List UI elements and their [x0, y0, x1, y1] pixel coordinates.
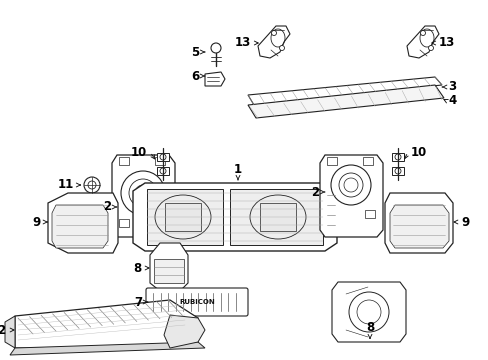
Bar	[164, 203, 201, 231]
Polygon shape	[5, 316, 15, 348]
Circle shape	[160, 154, 165, 160]
Polygon shape	[15, 300, 198, 348]
Bar	[155, 157, 164, 165]
Text: 5: 5	[190, 45, 199, 58]
Bar	[260, 203, 295, 231]
Circle shape	[348, 292, 388, 332]
Polygon shape	[331, 282, 405, 342]
Polygon shape	[319, 155, 382, 237]
Circle shape	[338, 173, 362, 197]
Text: 8: 8	[134, 261, 142, 274]
Bar	[157, 167, 169, 175]
Polygon shape	[52, 205, 108, 248]
Text: 1: 1	[233, 163, 242, 176]
Polygon shape	[163, 315, 204, 348]
Text: 11: 11	[58, 179, 74, 192]
Polygon shape	[133, 183, 336, 251]
Polygon shape	[204, 72, 224, 86]
Text: 3: 3	[447, 81, 455, 94]
Bar	[391, 153, 403, 161]
Polygon shape	[229, 189, 323, 245]
Polygon shape	[10, 342, 204, 355]
Circle shape	[394, 168, 400, 174]
Text: 10: 10	[130, 145, 147, 158]
Polygon shape	[406, 26, 438, 58]
Bar	[364, 210, 374, 218]
Polygon shape	[258, 26, 289, 58]
Circle shape	[420, 31, 425, 36]
Polygon shape	[48, 193, 118, 253]
Text: 9: 9	[460, 216, 468, 229]
Circle shape	[129, 179, 157, 207]
Bar	[157, 153, 169, 161]
Bar	[155, 220, 167, 228]
Bar	[119, 219, 129, 227]
Circle shape	[84, 177, 100, 193]
Polygon shape	[247, 85, 443, 118]
FancyBboxPatch shape	[146, 288, 247, 316]
Bar	[362, 157, 372, 165]
Circle shape	[160, 168, 165, 174]
Circle shape	[427, 45, 433, 50]
Bar	[326, 157, 336, 165]
Text: 6: 6	[190, 69, 199, 82]
Circle shape	[271, 31, 276, 36]
Polygon shape	[384, 193, 452, 253]
Bar	[154, 259, 183, 283]
Circle shape	[330, 165, 370, 205]
Circle shape	[279, 45, 284, 50]
Text: 2: 2	[102, 201, 111, 213]
Polygon shape	[147, 189, 223, 245]
Text: 2: 2	[310, 185, 318, 198]
Polygon shape	[247, 77, 441, 105]
Text: 7: 7	[134, 296, 142, 309]
Text: 13: 13	[234, 36, 250, 49]
Circle shape	[88, 181, 96, 189]
Text: 9: 9	[33, 216, 41, 229]
Text: 13: 13	[438, 36, 454, 49]
Circle shape	[210, 43, 221, 53]
Text: 10: 10	[410, 145, 427, 158]
Polygon shape	[112, 155, 175, 237]
Text: 4: 4	[447, 94, 455, 107]
Circle shape	[394, 154, 400, 160]
Text: 12: 12	[0, 324, 7, 337]
Text: 8: 8	[365, 321, 373, 334]
Polygon shape	[150, 243, 187, 291]
Circle shape	[121, 171, 164, 215]
Text: RUBICON: RUBICON	[179, 299, 214, 305]
Bar	[391, 167, 403, 175]
Polygon shape	[389, 205, 448, 248]
Bar	[119, 157, 129, 165]
